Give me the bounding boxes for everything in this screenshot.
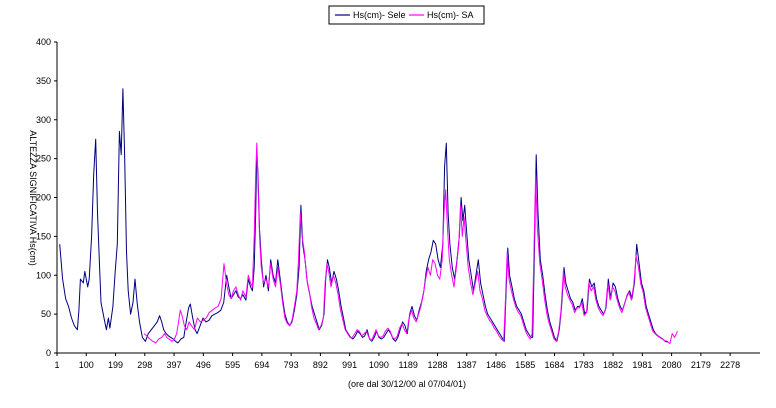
- x-tick-label: 2179: [691, 360, 711, 370]
- x-tick-label: 199: [108, 360, 123, 370]
- x-tick-label: 1981: [632, 360, 652, 370]
- x-tick-label: 2278: [720, 360, 740, 370]
- x-tick-label: 694: [254, 360, 269, 370]
- x-tick-label: 496: [196, 360, 211, 370]
- x-tick-label: 991: [342, 360, 357, 370]
- x-tick-label: 1189: [399, 360, 418, 370]
- y-tick-label: 50: [41, 309, 51, 319]
- x-tick-labels: 1 100 199 298 397 496 595 694 793 892 991 1090 1189 1…: [54, 360, 740, 370]
- x-tick-label: 1882: [603, 360, 623, 370]
- x-tick-label: 397: [167, 360, 182, 370]
- series-layer: [59, 88, 678, 345]
- x-tick-label: 1585: [515, 360, 535, 370]
- legend-label-sele: Hs(cm)- Sele: [353, 10, 406, 20]
- x-tick-label: 1: [54, 360, 59, 370]
- x-tick-label: 595: [225, 360, 240, 370]
- axes-layer: [54, 41, 760, 356]
- y-tick-label: 350: [36, 76, 51, 86]
- y-tick-label: 0: [46, 348, 51, 358]
- legend-box: [328, 5, 485, 25]
- x-tick-label: 892: [313, 360, 328, 370]
- series-line-1: [143, 142, 678, 345]
- x-tick-label: 1684: [545, 360, 565, 370]
- series-line-0: [59, 88, 668, 344]
- y-tick-label: 250: [36, 154, 51, 164]
- y-tick-label: 100: [36, 270, 51, 280]
- y-tick-label: 300: [36, 115, 51, 125]
- legend-label-sa: Hs(cm)- SA: [427, 10, 474, 20]
- y-tick-label: 200: [36, 193, 51, 203]
- x-tick-label: 1288: [427, 360, 447, 370]
- y-tick-label: 400: [36, 37, 51, 47]
- x-tick-label: 1486: [486, 360, 506, 370]
- x-tick-label: 1387: [457, 360, 477, 370]
- x-tick-label: 793: [284, 360, 299, 370]
- x-axis-title: (ore dal 30/12/00 al 07/04/01): [348, 379, 466, 389]
- y-axis-title: ALTEZZA SIGNIFICATIVA Hs(cm): [28, 130, 38, 266]
- y-tick-label: 150: [36, 231, 51, 241]
- x-tick-label: 1090: [369, 360, 389, 370]
- x-tick-label: 100: [79, 360, 94, 370]
- x-tick-label: 1783: [574, 360, 594, 370]
- y-tick-labels: 0 50 100 150 200 250 300 350 400: [36, 37, 51, 358]
- x-tick-label: 2080: [662, 360, 682, 370]
- x-tick-label: 298: [137, 360, 152, 370]
- legend: Hs(cm)- Sele Hs(cm)- SA: [328, 5, 485, 25]
